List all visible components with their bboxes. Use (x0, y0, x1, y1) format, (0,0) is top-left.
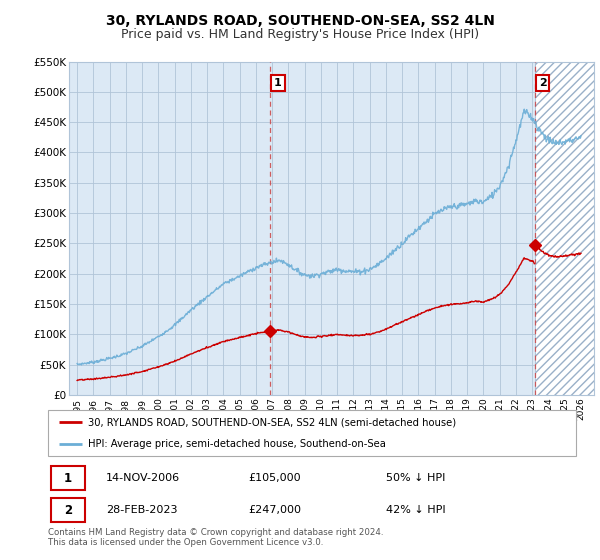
Text: 30, RYLANDS ROAD, SOUTHEND-ON-SEA, SS2 4LN (semi-detached house): 30, RYLANDS ROAD, SOUTHEND-ON-SEA, SS2 4… (88, 417, 456, 427)
Text: £247,000: £247,000 (248, 505, 302, 515)
Text: 1: 1 (64, 472, 72, 484)
Text: 2: 2 (64, 503, 72, 516)
Text: 2: 2 (539, 78, 547, 88)
Text: 1: 1 (274, 78, 282, 88)
Text: 28-FEB-2023: 28-FEB-2023 (106, 505, 178, 515)
Text: 50% ↓ HPI: 50% ↓ HPI (386, 473, 445, 483)
Text: Contains HM Land Registry data © Crown copyright and database right 2024.
This d: Contains HM Land Registry data © Crown c… (48, 528, 383, 547)
Text: 14-NOV-2006: 14-NOV-2006 (106, 473, 180, 483)
Bar (535, 62, 594, 395)
Bar (535, 62, 594, 395)
Bar (50, 466, 85, 489)
Text: £105,000: £105,000 (248, 473, 301, 483)
Bar (50, 498, 85, 522)
Text: Price paid vs. HM Land Registry's House Price Index (HPI): Price paid vs. HM Land Registry's House … (121, 28, 479, 41)
Text: 30, RYLANDS ROAD, SOUTHEND-ON-SEA, SS2 4LN: 30, RYLANDS ROAD, SOUTHEND-ON-SEA, SS2 4… (106, 14, 494, 28)
Text: 42% ↓ HPI: 42% ↓ HPI (386, 505, 446, 515)
Text: HPI: Average price, semi-detached house, Southend-on-Sea: HPI: Average price, semi-detached house,… (88, 439, 385, 449)
